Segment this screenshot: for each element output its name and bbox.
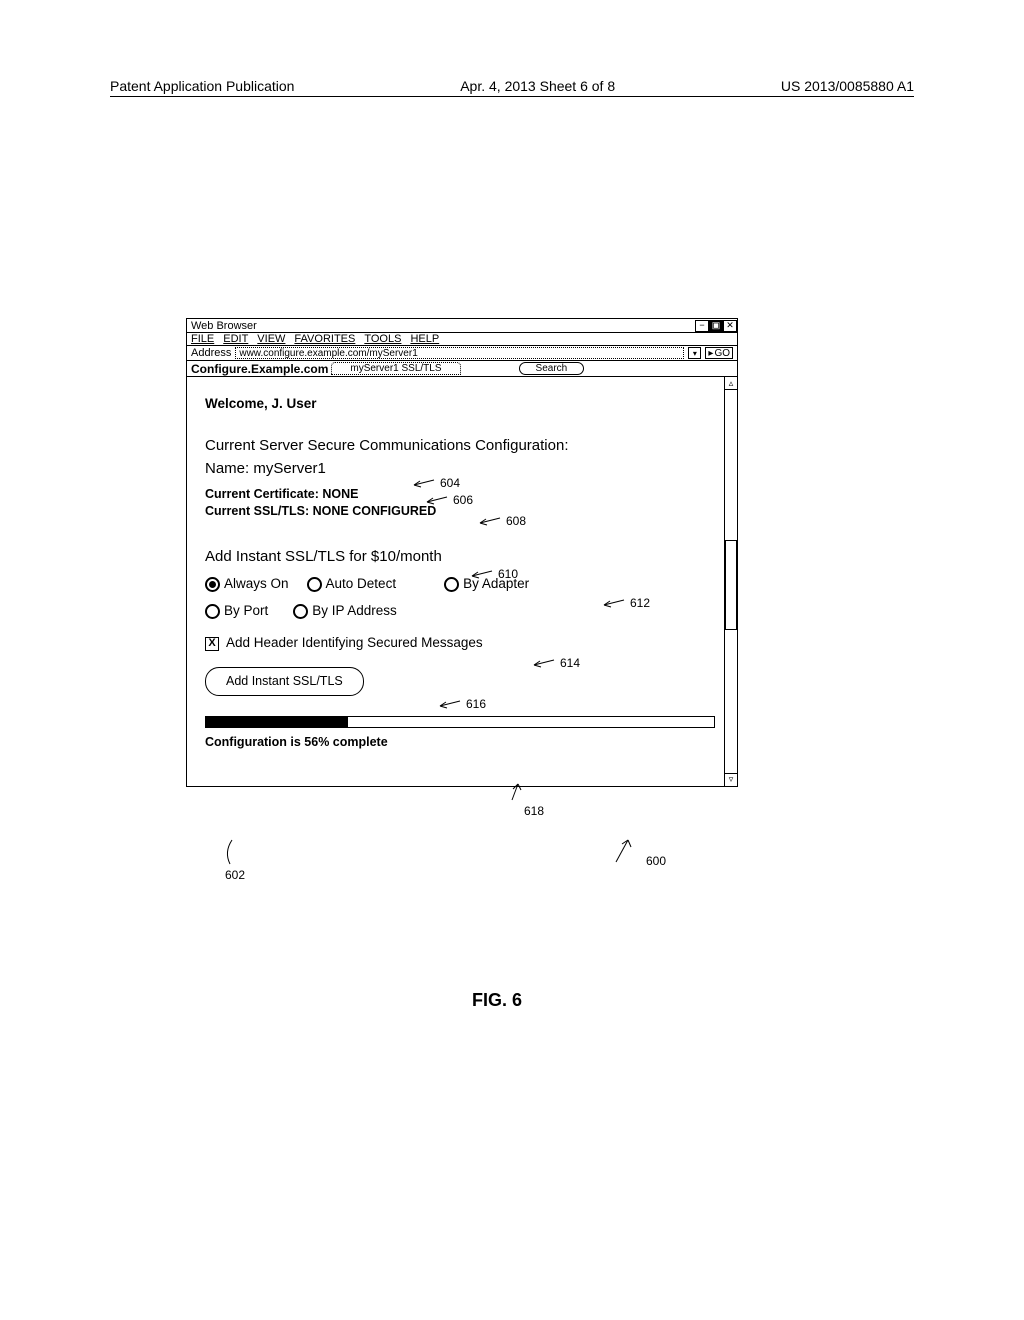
progress-bar (205, 716, 715, 728)
radio-icon (307, 577, 322, 592)
lead-arrow-icon (610, 838, 644, 868)
search-label: Search (536, 363, 568, 374)
callout-612: 612 (602, 596, 650, 610)
window-title: Web Browser (191, 320, 257, 332)
menu-file[interactable]: FILE (191, 333, 214, 345)
page-header: Patent Application Publication Apr. 4, 2… (0, 78, 1024, 94)
callout-610: 610 (470, 567, 518, 581)
address-dropdown-icon[interactable]: ▾ (688, 347, 701, 359)
progress-text: Configuration is 56% complete (205, 734, 709, 751)
progress-fill (206, 717, 348, 727)
menu-favorites[interactable]: FAVORITES (294, 333, 355, 345)
go-label: GO (714, 348, 730, 359)
callout-number: 610 (498, 567, 518, 581)
radio-auto-detect[interactable]: Auto Detect (307, 575, 397, 594)
welcome-text: Welcome, J. User (205, 395, 709, 414)
callout-number: 604 (440, 476, 460, 490)
lead-arrow-icon (532, 657, 560, 669)
minimize-button[interactable]: − (695, 320, 709, 332)
callout-608: 608 (478, 514, 526, 528)
lead-arrow-icon (470, 568, 498, 580)
pub-label: Patent Application Publication (110, 78, 294, 94)
scroll-thumb[interactable] (725, 540, 737, 630)
callout-number: 602 (225, 868, 245, 882)
callout-606: 606 (425, 493, 473, 507)
address-bar: Address www.configure.example.com/myServ… (187, 346, 737, 361)
lead-arrow-icon (425, 494, 453, 506)
maximize-button[interactable]: ▣ (709, 320, 723, 332)
radio-text: Auto Detect (326, 575, 397, 594)
callout-616: 616 (438, 697, 486, 711)
close-button[interactable]: ✕ (723, 320, 737, 332)
scroll-up-icon[interactable]: ▵ (725, 377, 737, 390)
date-sheet: Apr. 4, 2013 Sheet 6 of 8 (460, 78, 615, 94)
address-field[interactable]: www.configure.example.com/myServer1 (235, 347, 684, 359)
add-ssl-button[interactable]: Add Instant SSL/TLS (205, 667, 364, 696)
callout-number: 618 (524, 804, 544, 818)
name-value: myServer1 (253, 460, 326, 477)
radio-text: By Port (224, 602, 268, 621)
content-wrap: Welcome, J. User Current Server Secure C… (187, 377, 737, 786)
lead-arrow-icon (412, 477, 440, 489)
lead-arrow-icon (218, 838, 252, 868)
window-controls: − ▣ ✕ (695, 320, 737, 332)
callout-number: 600 (646, 854, 666, 868)
tab-myserver[interactable]: myServer1 SSL/TLS (331, 362, 460, 375)
radio-icon (293, 604, 308, 619)
callout-number: 606 (453, 493, 473, 507)
scroll-track[interactable] (725, 390, 737, 773)
titlebar: Web Browser − ▣ ✕ (187, 319, 737, 333)
callout-number: 616 (466, 697, 486, 711)
scroll-down-icon[interactable]: ▿ (725, 773, 737, 786)
menu-edit[interactable]: EDIT (223, 333, 248, 345)
search-pill[interactable]: Search (519, 362, 585, 375)
address-value: www.configure.example.com/myServer1 (239, 348, 417, 359)
radio-icon (444, 577, 459, 592)
radio-row-1: Always On Auto Detect By Adapter (205, 575, 709, 594)
callout-602: 602 (218, 838, 252, 882)
header-rule (110, 96, 914, 97)
button-label: Add Instant SSL/TLS (226, 674, 343, 688)
radio-text: By IP Address (312, 602, 397, 621)
lead-arrow-icon (438, 698, 466, 710)
site-label: Configure.Example.com (191, 362, 328, 376)
config-heading: Current Server Secure Communications Con… (205, 436, 709, 457)
name-label: Name: (205, 460, 253, 477)
lead-arrow-icon (478, 515, 506, 527)
menu-view[interactable]: VIEW (257, 333, 285, 345)
address-label: Address (191, 347, 231, 359)
radio-text: Always On (224, 575, 289, 594)
radio-by-ip[interactable]: By IP Address (293, 602, 397, 621)
callout-614: 614 (532, 656, 580, 670)
figure-label: FIG. 6 (472, 990, 522, 1011)
menubar: FILE EDIT VIEW FAVORITES TOOLS HELP (187, 333, 737, 346)
browser-window: Web Browser − ▣ ✕ FILE EDIT VIEW FAVORIT… (186, 318, 738, 787)
radio-icon (205, 577, 220, 592)
radio-always-on[interactable]: Always On (205, 575, 289, 594)
lead-arrow-icon (508, 782, 528, 804)
menu-tools[interactable]: TOOLS (364, 333, 401, 345)
callout-number: 612 (630, 596, 650, 610)
callout-number: 608 (506, 514, 526, 528)
callout-number: 614 (560, 656, 580, 670)
tab-label: myServer1 SSL/TLS (350, 363, 441, 374)
lead-arrow-icon (602, 597, 630, 609)
vertical-scrollbar[interactable]: ▵ ▿ (724, 377, 737, 786)
pub-number: US 2013/0085880 A1 (781, 78, 914, 94)
go-button[interactable]: ▸GO (705, 347, 733, 359)
radio-by-port[interactable]: By Port (205, 602, 268, 621)
checkbox-label: Add Header Identifying Secured Messages (226, 634, 483, 653)
checkbox-row[interactable]: X Add Header Identifying Secured Message… (205, 634, 709, 653)
add-heading: Add Instant SSL/TLS for $10/month (205, 547, 709, 568)
menu-help[interactable]: HELP (410, 333, 439, 345)
checkbox-icon: X (205, 637, 219, 651)
tab-bar: Configure.Example.com myServer1 SSL/TLS … (187, 361, 737, 377)
page-content: Welcome, J. User Current Server Secure C… (187, 377, 727, 786)
callout-604: 604 (412, 476, 460, 490)
callout-600: 600 (610, 838, 666, 868)
callout-618: 618 (508, 782, 544, 818)
radio-icon (205, 604, 220, 619)
